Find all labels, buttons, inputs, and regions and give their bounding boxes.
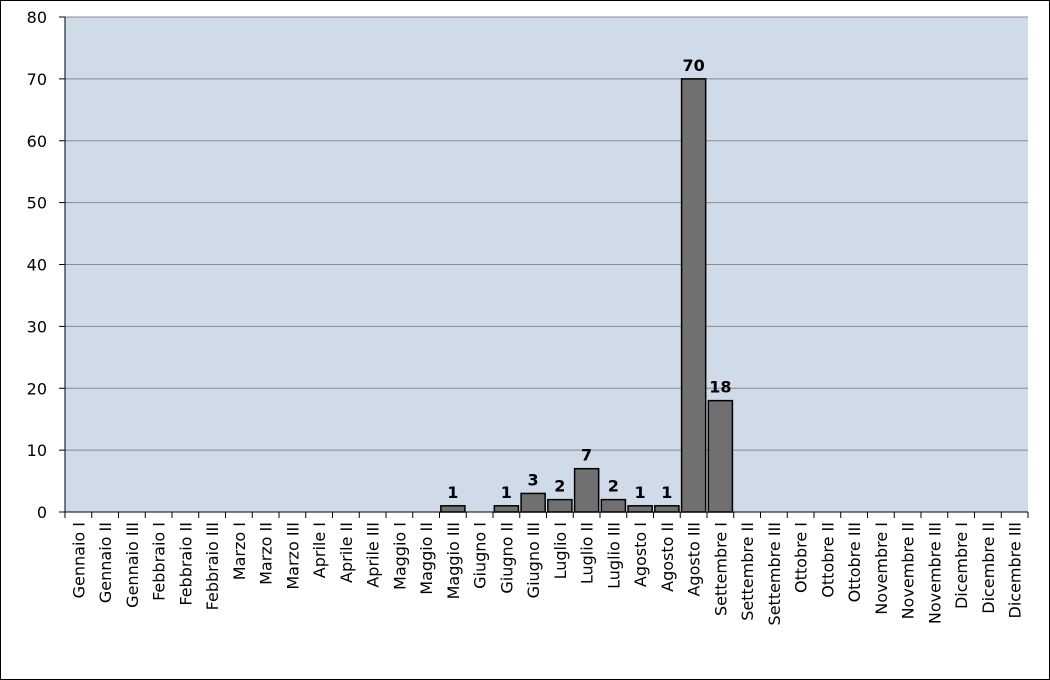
x-tick-label: Maggio II bbox=[417, 522, 436, 595]
x-tick-label: Aprile III bbox=[364, 522, 383, 588]
x-tick-label: Marzo I bbox=[230, 522, 249, 580]
value-label: 2 bbox=[554, 477, 565, 496]
x-tick-label: Giugno III bbox=[524, 522, 543, 598]
x-tick-label: Febbraio II bbox=[176, 522, 195, 606]
x-tick-label: Novembre III bbox=[925, 522, 944, 624]
y-tick-label: 80 bbox=[27, 8, 47, 27]
value-label: 7 bbox=[581, 446, 592, 465]
y-tick-label: 60 bbox=[27, 132, 47, 151]
x-tick-label: Settembre III bbox=[765, 522, 784, 625]
value-label: 1 bbox=[661, 483, 672, 502]
value-label: 3 bbox=[528, 470, 539, 489]
x-tick-label: Dicembre III bbox=[1006, 522, 1025, 618]
y-tick-label: 40 bbox=[27, 256, 47, 275]
value-label: 1 bbox=[447, 483, 458, 502]
x-tick-label: Dicembre II bbox=[979, 522, 998, 614]
bar bbox=[600, 498, 627, 513]
y-tick-label: 70 bbox=[27, 70, 47, 89]
value-label: 70 bbox=[682, 56, 704, 75]
bar bbox=[440, 505, 466, 513]
x-tick-label: Ottobre II bbox=[818, 522, 837, 598]
x-tick-label: Dicembre I bbox=[952, 522, 971, 609]
x-tick-label: Gennaio III bbox=[123, 522, 142, 608]
y-tick-label: 20 bbox=[27, 379, 47, 398]
bar bbox=[547, 498, 573, 513]
bar bbox=[627, 505, 653, 513]
x-tick-label: Settembre I bbox=[711, 522, 730, 616]
bar bbox=[573, 467, 600, 513]
x-tick-label: Febbraio I bbox=[150, 522, 169, 601]
x-tick-label: Luglio I bbox=[551, 522, 570, 579]
x-tick-label: Novembre II bbox=[899, 522, 918, 619]
x-tick-label: Giugno I bbox=[471, 522, 490, 589]
x-tick-label: Maggio III bbox=[444, 522, 463, 599]
x-tick-label: Gennaio I bbox=[69, 522, 88, 598]
value-label: 1 bbox=[501, 483, 512, 502]
bar bbox=[654, 505, 680, 513]
x-tick-label: Febbraio III bbox=[203, 522, 222, 610]
x-tick-label: Agosto II bbox=[658, 522, 677, 592]
x-tick-label: Giugno II bbox=[497, 522, 516, 594]
x-tick-label: Luglio II bbox=[578, 522, 597, 584]
x-tick-label: Maggio I bbox=[390, 522, 409, 590]
value-label: 2 bbox=[608, 477, 619, 496]
value-label: 1 bbox=[635, 483, 646, 502]
x-tick-label: Luglio III bbox=[604, 522, 623, 589]
x-tick-label: Aprile I bbox=[310, 522, 329, 578]
x-tick-label: Agosto III bbox=[685, 522, 704, 597]
y-tick-label: 50 bbox=[27, 194, 47, 213]
x-tick-label: Ottobre I bbox=[792, 522, 811, 593]
value-label: 18 bbox=[709, 378, 731, 397]
x-tick-label: Marzo II bbox=[257, 522, 276, 585]
bar bbox=[680, 78, 707, 513]
y-tick-label: 10 bbox=[27, 441, 47, 460]
x-tick-label: Marzo III bbox=[283, 522, 302, 590]
bar bbox=[493, 505, 520, 513]
x-tick-label: Novembre I bbox=[872, 522, 891, 615]
x-tick-label: Agosto I bbox=[631, 522, 650, 587]
x-tick-label: Settembre II bbox=[738, 522, 757, 621]
bar bbox=[520, 492, 546, 513]
x-tick-label: Gennaio II bbox=[96, 522, 115, 603]
y-tick-label: 0 bbox=[37, 503, 47, 522]
x-tick-label: Aprile II bbox=[337, 522, 356, 583]
x-tick-label: Ottobre III bbox=[845, 522, 864, 602]
bar bbox=[707, 399, 734, 513]
y-tick-label: 30 bbox=[27, 317, 47, 336]
